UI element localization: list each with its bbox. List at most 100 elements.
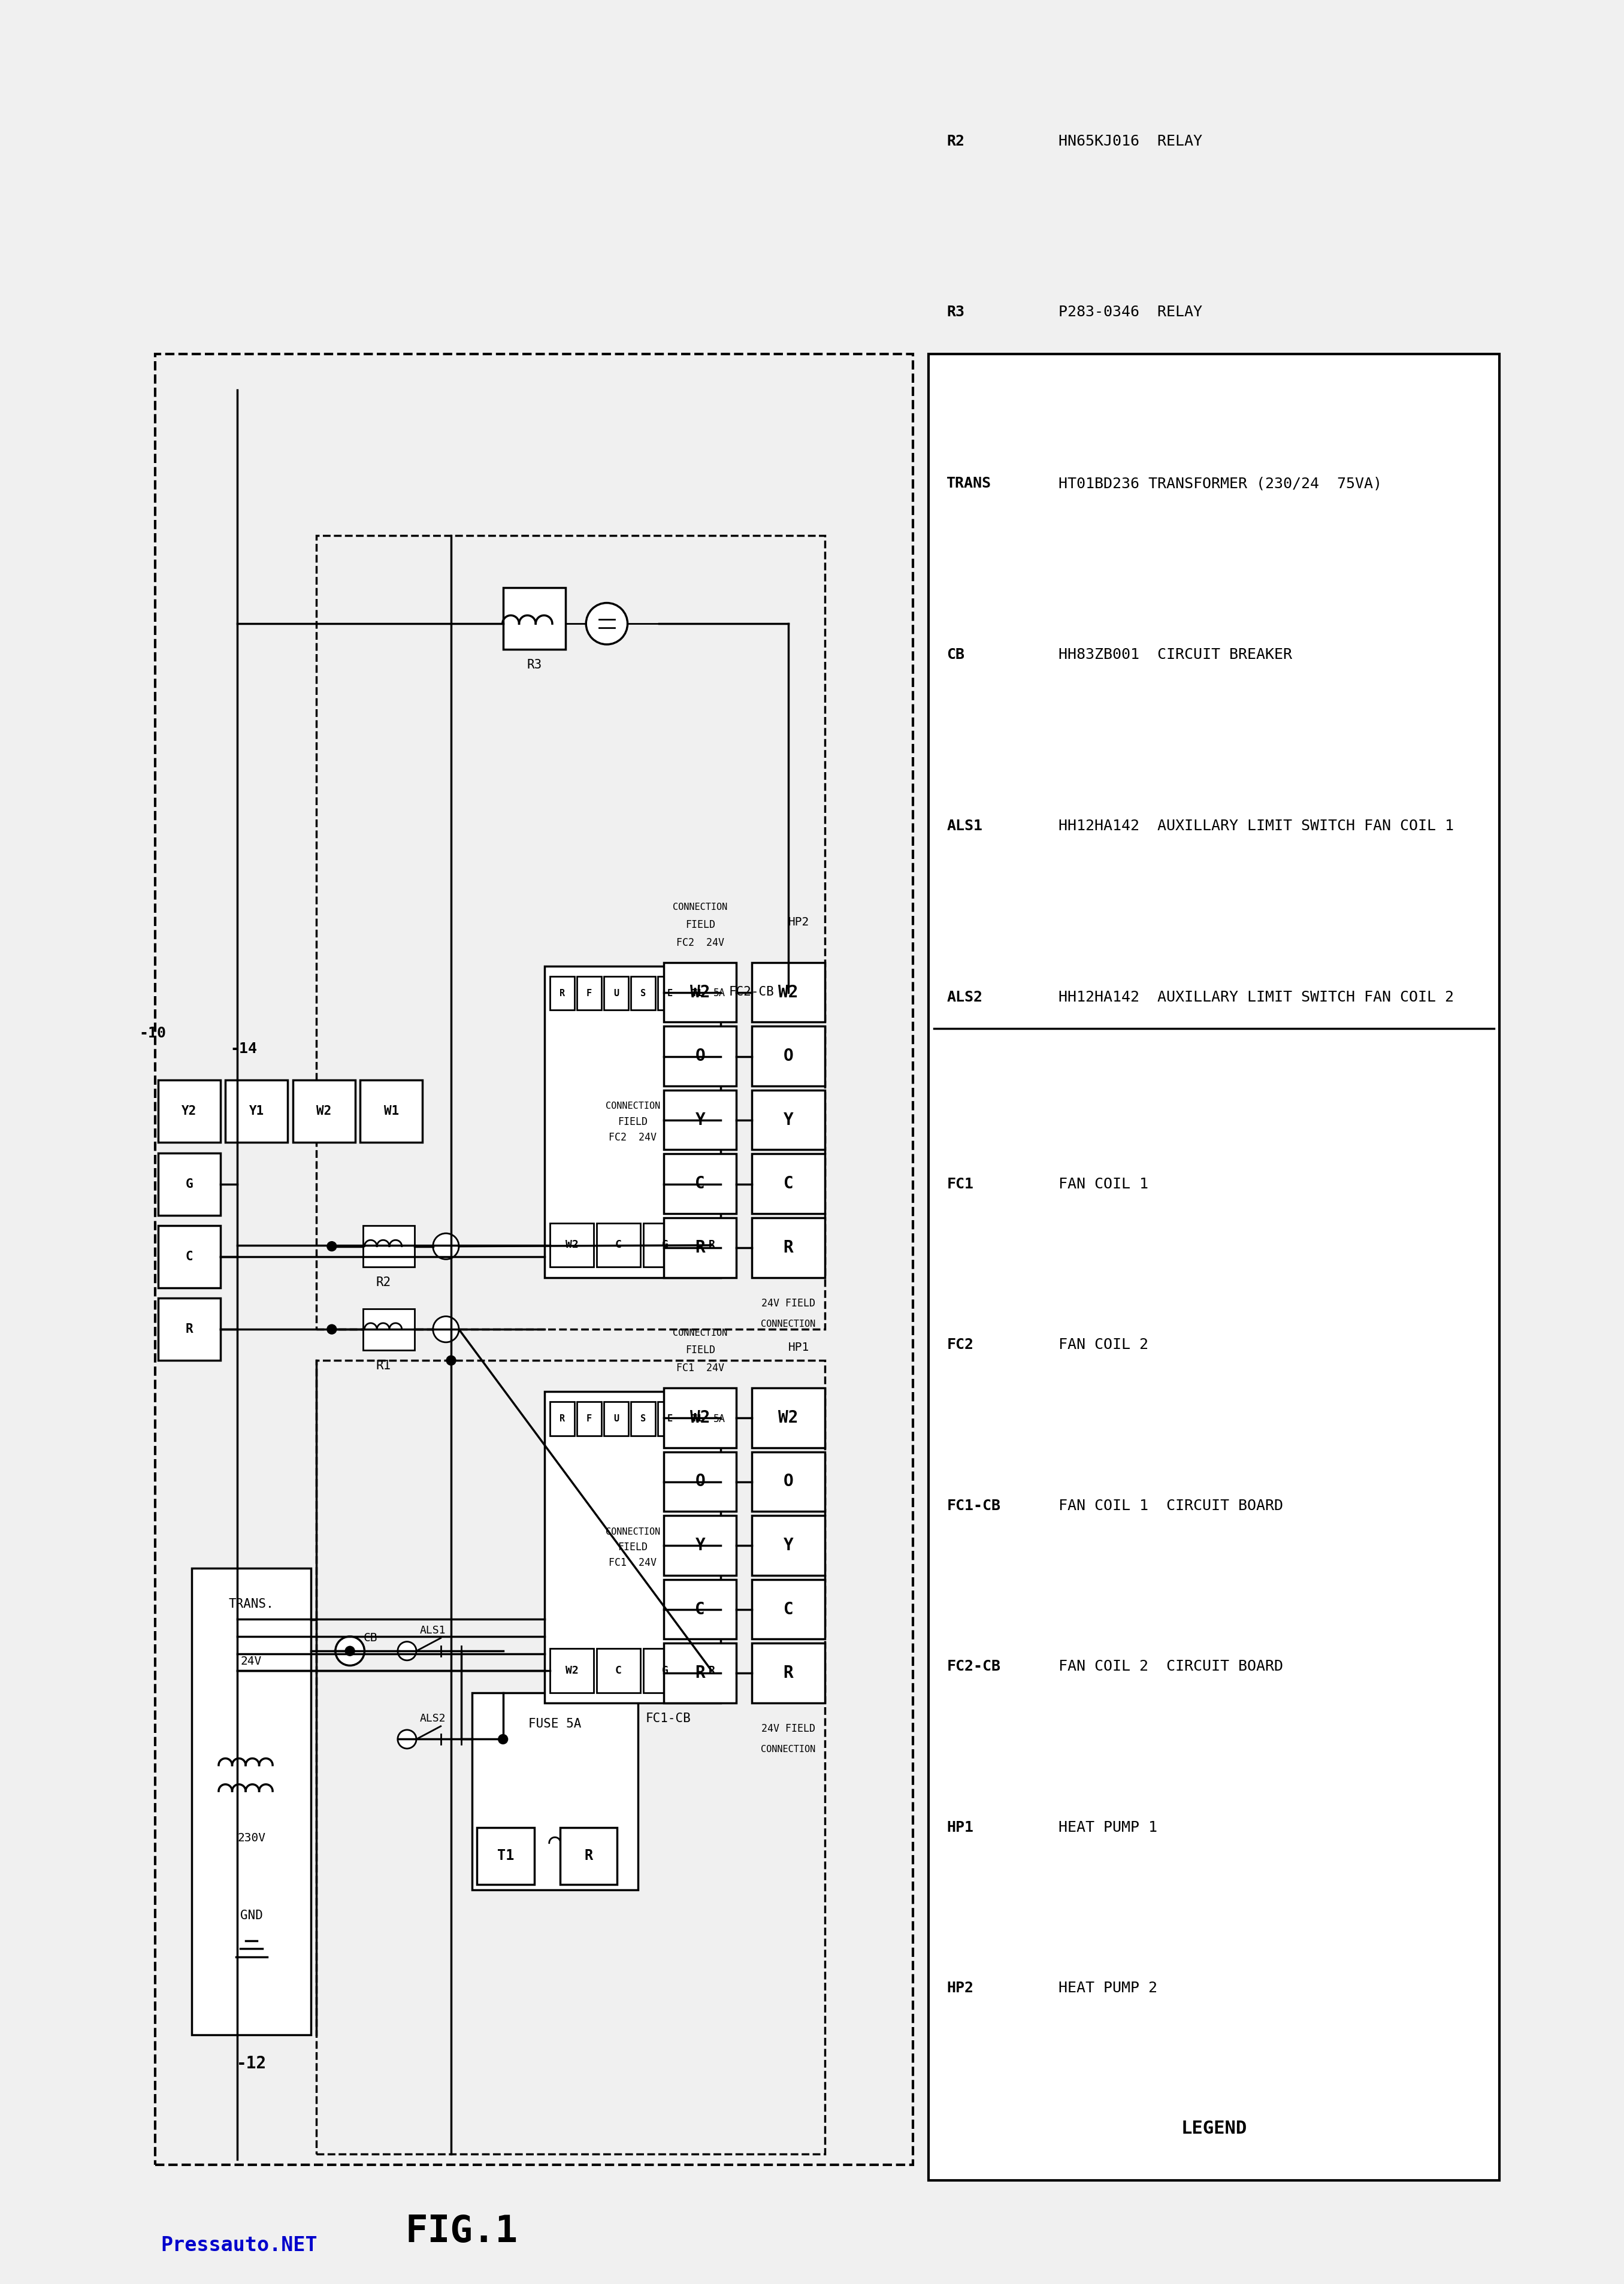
Text: HH83ZB001  CIRCUIT BREAKER: HH83ZB001 CIRCUIT BREAKER: [1059, 649, 1291, 662]
Bar: [643, 1649, 687, 1692]
Text: ALS2: ALS2: [947, 989, 983, 1005]
Text: C: C: [615, 1665, 622, 1676]
Text: G: G: [663, 1240, 669, 1249]
Text: HP2: HP2: [788, 916, 809, 927]
Bar: [596, 1649, 640, 1692]
Text: FC1  24V: FC1 24V: [676, 1364, 724, 1373]
Text: W2: W2: [565, 1240, 578, 1249]
Bar: [643, 1222, 687, 1268]
Text: T1: T1: [497, 1848, 515, 1864]
Text: Y: Y: [783, 1537, 794, 1553]
Bar: [473, 1692, 638, 1889]
Text: HP2: HP2: [947, 1980, 974, 1996]
Text: HP1: HP1: [947, 1820, 974, 1834]
Bar: [292, 1080, 356, 1142]
Bar: [685, 1402, 710, 1437]
Bar: [752, 1642, 825, 1704]
Text: R3: R3: [526, 660, 542, 671]
Text: TRANS.: TRANS.: [229, 1599, 274, 1610]
Text: U: U: [614, 989, 619, 998]
Text: -12: -12: [235, 2056, 266, 2072]
Text: R: R: [708, 1240, 715, 1249]
Text: Y: Y: [783, 1112, 794, 1128]
Text: FC2  24V: FC2 24V: [609, 1133, 656, 1142]
Bar: [362, 1227, 414, 1268]
Text: R2: R2: [947, 135, 965, 148]
Bar: [752, 1217, 825, 1277]
Text: HEAT PUMP 2: HEAT PUMP 2: [1059, 1980, 1156, 1996]
Text: CONNECTION: CONNECTION: [672, 1329, 728, 1338]
Text: CONNECTION: CONNECTION: [606, 1528, 659, 1537]
Circle shape: [398, 1642, 416, 1660]
Bar: [549, 1402, 575, 1437]
Text: C: C: [615, 1240, 622, 1249]
Text: LEGEND: LEGEND: [1181, 2120, 1247, 2138]
Text: O: O: [783, 1473, 794, 1489]
Text: 230V: 230V: [237, 1832, 265, 1843]
Text: GND: GND: [240, 1909, 263, 1921]
Text: T1: T1: [692, 989, 703, 998]
Text: R: R: [559, 989, 565, 998]
Text: U: U: [614, 1414, 619, 1423]
Text: CONNECTION: CONNECTION: [606, 1101, 659, 1110]
Text: CB: CB: [364, 1633, 378, 1644]
Text: C: C: [783, 1176, 794, 1192]
Bar: [752, 962, 825, 1023]
Text: ALS1: ALS1: [947, 820, 983, 834]
Text: C: C: [185, 1252, 193, 1263]
Text: S: S: [640, 1414, 646, 1423]
Text: CB: CB: [947, 649, 965, 662]
Text: FAN COIL 1  CIRCUIT BOARD: FAN COIL 1 CIRCUIT BOARD: [1059, 1498, 1283, 1512]
Bar: [503, 587, 565, 649]
Text: R3: R3: [947, 306, 965, 320]
Text: Y2: Y2: [182, 1105, 197, 1117]
Text: HH12HA142  AUXILLARY LIMIT SWITCH FAN COIL 2: HH12HA142 AUXILLARY LIMIT SWITCH FAN COI…: [1059, 989, 1453, 1005]
Bar: [158, 1153, 221, 1215]
Text: FAN COIL 2: FAN COIL 2: [1059, 1338, 1148, 1352]
Bar: [664, 1642, 737, 1704]
Text: TRANS: TRANS: [947, 477, 992, 491]
Text: FIELD: FIELD: [617, 1542, 648, 1553]
Bar: [752, 1089, 825, 1149]
Bar: [929, 354, 1499, 2181]
Text: F: F: [586, 989, 591, 998]
Text: C: C: [695, 1176, 705, 1192]
Text: R1: R1: [377, 1359, 391, 1373]
Text: W2: W2: [690, 1409, 710, 1425]
Text: R2: R2: [377, 1277, 391, 1288]
Bar: [664, 1581, 737, 1640]
Bar: [752, 1153, 825, 1213]
Bar: [192, 1569, 312, 2035]
Text: W2: W2: [565, 1665, 578, 1676]
Circle shape: [499, 1734, 508, 1745]
Text: FAN COIL 1: FAN COIL 1: [1059, 1176, 1148, 1192]
Text: R: R: [585, 1848, 593, 1864]
Text: O: O: [695, 1048, 705, 1064]
Text: HEAT PUMP 1: HEAT PUMP 1: [1059, 1820, 1156, 1834]
Text: Y1: Y1: [248, 1105, 265, 1117]
Text: W2: W2: [690, 984, 710, 1000]
Bar: [752, 1026, 825, 1085]
Text: 5A: 5A: [713, 1414, 726, 1425]
Bar: [362, 1309, 414, 1350]
Bar: [664, 1026, 737, 1085]
Bar: [156, 354, 913, 2165]
Text: FC1-CB: FC1-CB: [947, 1498, 1000, 1512]
Text: -10: -10: [140, 1026, 166, 1042]
Bar: [685, 978, 710, 1010]
Bar: [664, 1517, 737, 1576]
Bar: [752, 1581, 825, 1640]
Text: O: O: [695, 1473, 705, 1489]
Text: FC2  24V: FC2 24V: [676, 936, 724, 948]
Bar: [630, 1402, 656, 1437]
Bar: [630, 978, 656, 1010]
Text: HN65KJ016  RELAY: HN65KJ016 RELAY: [1059, 135, 1202, 148]
Text: HT01BD236 TRANSFORMER (230/24  75VA): HT01BD236 TRANSFORMER (230/24 75VA): [1059, 477, 1382, 491]
Text: FC2-CB: FC2-CB: [729, 987, 775, 998]
Bar: [658, 1402, 682, 1437]
Bar: [577, 1402, 601, 1437]
Text: FC1-CB: FC1-CB: [646, 1713, 692, 1724]
Bar: [658, 978, 682, 1010]
Bar: [549, 978, 575, 1010]
Text: C: C: [783, 1601, 794, 1617]
